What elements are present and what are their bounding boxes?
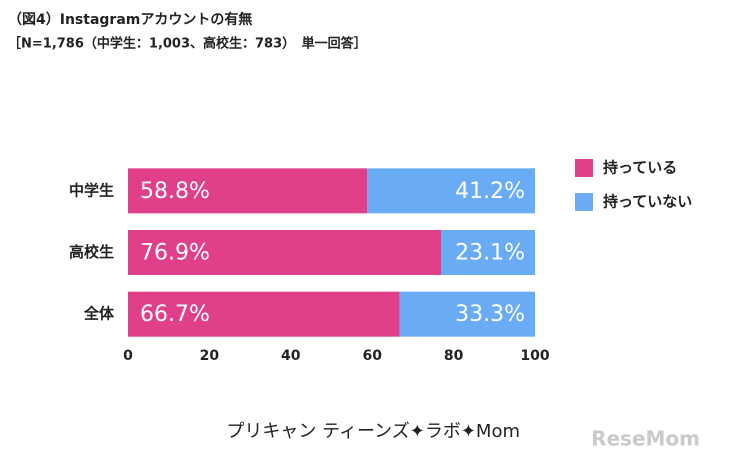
chart-title: （図4）Instagramアカウントの有無 <box>8 11 252 28</box>
value-label: 33.3% <box>455 302 525 327</box>
bar <box>128 291 400 337</box>
bar <box>367 168 535 214</box>
x-tick-label: 60 <box>362 348 382 364</box>
value-label: 76.9% <box>140 241 210 266</box>
x-tick-label: 0 <box>123 348 133 364</box>
chart-subtitle: ［N=1,786（中学生：1,003、高校生：783） 単一回答］ <box>8 36 367 52</box>
value-label: 58.8% <box>140 179 210 204</box>
x-tick-label: 40 <box>281 348 301 364</box>
y-tick-label: 全体 <box>83 305 115 323</box>
bar <box>440 230 535 275</box>
bar <box>128 230 441 275</box>
watermark: ReseMom <box>591 427 700 451</box>
value-label: 23.1% <box>455 241 525 266</box>
x-tick-label: 80 <box>444 348 464 364</box>
legend-swatch <box>575 193 593 211</box>
x-tick-label: 100 <box>520 348 549 364</box>
x-tick-label: 20 <box>200 348 220 364</box>
bar <box>128 168 368 214</box>
value-label: 41.2% <box>455 179 525 204</box>
credit: プリキャン ティーンズ✦ラボ✦Mom <box>226 421 520 442</box>
legend-label: 持っている <box>603 159 677 177</box>
value-label: 66.7% <box>140 302 210 327</box>
y-tick-label: 高校生 <box>69 243 114 261</box>
bar <box>399 291 535 337</box>
y-tick-label: 中学生 <box>69 181 114 199</box>
legend-label: 持っていない <box>603 193 692 211</box>
legend-swatch <box>575 159 593 177</box>
